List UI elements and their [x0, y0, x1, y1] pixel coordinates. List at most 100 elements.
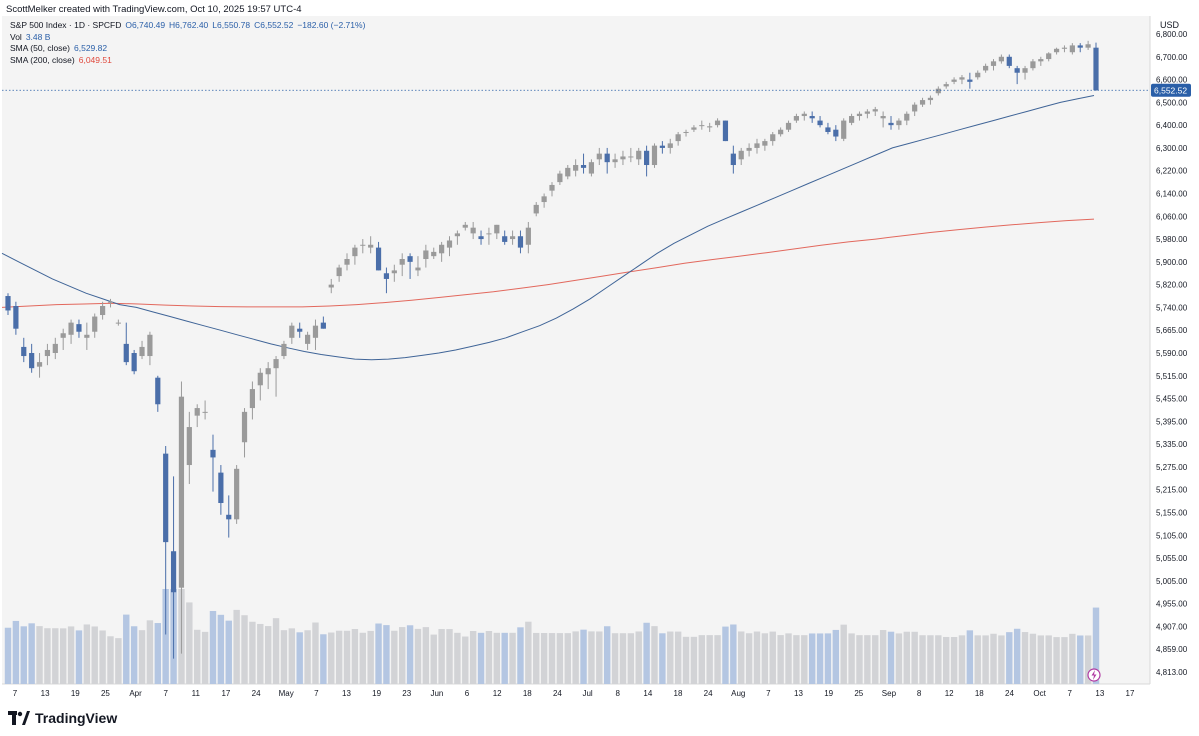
candle: [714, 118, 721, 128]
currency-label[interactable]: USD: [1160, 20, 1180, 30]
volume-bar: [903, 631, 910, 684]
volume-bar: [383, 625, 390, 684]
price-tick-label: 5,275.00: [1156, 463, 1188, 472]
time-tick-label: Oct: [1033, 689, 1046, 698]
candle: [312, 319, 319, 350]
candle: [770, 131, 776, 146]
volume-bar: [958, 635, 966, 684]
candle: [1069, 43, 1075, 55]
candle: [431, 247, 437, 260]
price-tick-label: 5,980.00: [1156, 235, 1188, 244]
volume-bar: [36, 626, 43, 684]
volume-bar: [264, 626, 272, 684]
chart-frame[interactable]: 6,800.00 6,700.00 6,600.00 6,500.00 6,400.00…: [0, 16, 1199, 704]
volume-bar: [706, 635, 713, 684]
candle: [249, 381, 256, 420]
candle: [699, 120, 705, 130]
volume-bar: [288, 628, 296, 684]
price-tick-label: 6,400.00: [1156, 121, 1188, 130]
candle: [833, 125, 839, 142]
sma50-label[interactable]: SMA (50, close): [10, 43, 70, 53]
volume-bar: [233, 609, 240, 684]
volume-bar: [501, 632, 508, 684]
chart-svg[interactable]: 6,800.00 6,700.00 6,600.00 6,500.00 6,400.00…: [0, 16, 1199, 704]
price-tick-label: 5,590.00: [1156, 349, 1188, 358]
time-tick-label: 7: [766, 689, 771, 698]
time-tick-label: 25: [101, 689, 110, 698]
time-tick-label: 8: [917, 689, 922, 698]
candle: [478, 230, 484, 245]
volume-bar: [391, 630, 398, 684]
time-tick-label: Jul: [582, 689, 592, 698]
price-axis[interactable]: 6,800.00 6,700.00 6,600.00 6,500.00 6,400.00…: [1156, 30, 1188, 677]
volume-label[interactable]: Vol: [10, 31, 22, 42]
volume-bar: [540, 632, 548, 684]
candle: [415, 256, 421, 277]
volume-bar: [864, 635, 871, 684]
time-tick-label: 24: [553, 689, 562, 698]
volume-bar: [130, 626, 138, 684]
candle: [612, 153, 618, 168]
candle: [494, 224, 500, 240]
volume-bar: [745, 633, 753, 684]
volume-bar: [217, 614, 225, 684]
time-tick-label: 19: [71, 689, 80, 698]
volume-bar: [572, 631, 579, 684]
candle: [722, 120, 729, 142]
candle: [588, 159, 595, 177]
alert-icon[interactable]: [1087, 668, 1101, 682]
candle: [825, 122, 831, 135]
sma50-line: [1, 95, 1095, 361]
volume-value: 3.48 B: [25, 31, 51, 42]
sma200-label[interactable]: SMA (200, close): [10, 54, 75, 65]
candle: [817, 116, 823, 128]
volume-bar: [1077, 635, 1084, 684]
candle: [517, 230, 524, 254]
volume-bar: [272, 618, 280, 684]
volume-bar: [856, 635, 863, 684]
time-tick-label: 12: [493, 689, 502, 698]
volume-bar: [1006, 632, 1013, 684]
close-value: C6,552.52: [254, 20, 294, 30]
volume-bar: [611, 633, 619, 684]
candle: [738, 147, 744, 166]
candle: [927, 95, 934, 105]
candle: [186, 411, 192, 485]
volume-bar: [52, 628, 59, 684]
symbol-label[interactable]: S&P 500 Index · 1D · SPCFD: [10, 20, 122, 30]
candle: [5, 293, 11, 316]
volume-bar: [548, 633, 556, 684]
volume-bar: [4, 627, 12, 684]
volume-bar: [20, 626, 27, 684]
candle: [407, 253, 413, 279]
candle: [60, 328, 66, 350]
candle: [163, 446, 169, 635]
candle: [92, 313, 98, 338]
candle: [872, 106, 878, 117]
candle: [628, 147, 634, 163]
time-axis[interactable]: 7 13 19 25 Apr 7 11 17 24 May 7 13 19 23 Jun 6 12 18 24 Jul…: [13, 689, 1135, 698]
candle: [68, 319, 74, 344]
candle: [959, 75, 965, 85]
candle: [178, 381, 185, 654]
volume-bar: [580, 629, 587, 684]
candle: [691, 125, 697, 132]
sma50-value: 6,529.82: [74, 43, 108, 53]
price-tick-label: 5,455.00: [1156, 395, 1188, 404]
candle: [998, 54, 1004, 64]
volume-bar: [667, 631, 674, 684]
candle: [880, 111, 886, 128]
volume-bar: [399, 627, 406, 684]
candle: [573, 159, 579, 177]
tradingview-logo[interactable]: TradingView: [8, 709, 117, 727]
volume-bar: [832, 629, 840, 684]
candle: [675, 131, 681, 146]
candle: [241, 408, 248, 458]
candle: [383, 267, 390, 294]
candle: [754, 138, 760, 154]
candle: [659, 141, 665, 154]
candle: [596, 147, 602, 166]
price-tick-label: 5,215.00: [1156, 486, 1188, 495]
candle: [44, 343, 51, 366]
candle: [297, 322, 303, 338]
